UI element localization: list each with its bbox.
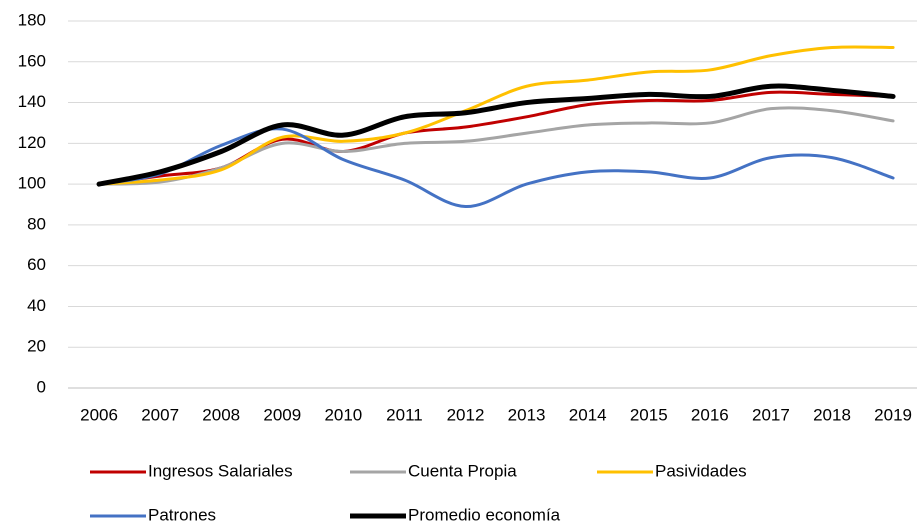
x-tick-label: 2012: [447, 405, 485, 424]
line-series: [97, 45, 895, 186]
legend-label: Ingresos Salariales: [148, 461, 293, 480]
x-tick-label: 2006: [80, 405, 118, 424]
line-series: [97, 106, 895, 186]
y-tick-label: 60: [27, 255, 46, 274]
legend-label: Promedio economía: [408, 505, 561, 524]
legend-label: Cuenta Propia: [408, 461, 517, 480]
x-tick-label: 2018: [813, 405, 851, 424]
y-tick-label: 120: [18, 133, 46, 152]
x-tick-label: 2010: [324, 405, 362, 424]
line-series: [97, 127, 895, 209]
x-tick-label: 2009: [263, 405, 301, 424]
y-tick-label: 180: [18, 10, 46, 29]
x-tick-label: 2008: [202, 405, 240, 424]
line-series: [96, 83, 896, 187]
x-tick-label: 2013: [508, 405, 546, 424]
y-tick-label: 0: [37, 377, 46, 396]
x-tick-label: 2016: [691, 405, 729, 424]
x-tick-label: 2007: [141, 405, 179, 424]
y-tick-label: 160: [18, 51, 46, 70]
y-tick-label: 100: [18, 174, 46, 193]
x-tick-label: 2019: [874, 405, 912, 424]
x-tick-label: 2011: [386, 405, 423, 424]
x-tick-label: 2015: [630, 405, 668, 424]
y-tick-label: 80: [27, 214, 46, 233]
x-tick-label: 2017: [752, 405, 790, 424]
x-tick-label: 2014: [569, 405, 607, 424]
legend-label: Patrones: [148, 505, 216, 524]
y-tick-label: 20: [27, 337, 46, 356]
y-tick-label: 140: [18, 92, 46, 111]
y-tick-label: 40: [27, 296, 46, 315]
legend-label: Pasividades: [655, 461, 747, 480]
